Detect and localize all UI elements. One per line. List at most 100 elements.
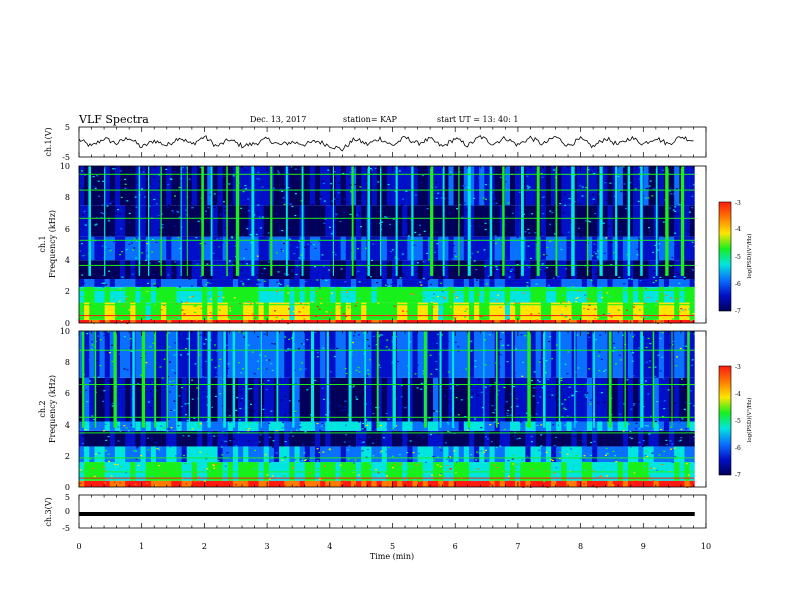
spectrogram-speckle [253, 353, 256, 356]
spectrogram-speckle [619, 272, 622, 274]
spectrogram-cell [448, 166, 454, 206]
spectrogram-speckle [649, 358, 652, 360]
spectrogram-cell [551, 480, 557, 487]
spectrogram-cell [417, 377, 424, 422]
spectrogram-speckle [353, 445, 356, 447]
spectrogram-cell [335, 446, 341, 463]
spectrogram-cell [448, 236, 454, 261]
spectrogram-cell [253, 446, 259, 463]
spectrogram-speckle [308, 387, 311, 389]
spectrogram-speckle [449, 468, 452, 470]
spectrogram-cell [443, 205, 449, 237]
spectrogram-cell [422, 480, 429, 487]
spectrogram-speckle [228, 307, 231, 309]
spectrogram-speckle [440, 197, 443, 199]
spectrogram-cell [125, 480, 131, 487]
spectrogram-speckle [158, 449, 160, 451]
spectrogram-speckle [404, 478, 406, 480]
spectrogram-speckle [662, 306, 664, 308]
spectrogram-speckle [309, 348, 312, 350]
spectrogram-speckle [449, 306, 452, 308]
spectrogram-speckle [177, 211, 180, 213]
spectrogram-speckle [687, 440, 690, 442]
spectrogram-cell [84, 480, 90, 487]
spectrogram-speckle [513, 300, 516, 302]
spectrogram-cell [238, 421, 244, 431]
spectrogram-speckle [293, 369, 296, 371]
spectrogram-cell [556, 430, 562, 447]
spectrogram-speckle [111, 231, 114, 233]
spectrogram-speckle [112, 402, 115, 404]
spectrogram-cell [309, 480, 316, 487]
spectrogram-cell [530, 302, 536, 320]
spectrogram-speckle [507, 271, 510, 273]
spectrogram-speckle [229, 421, 232, 423]
spectrogram-cell [376, 331, 383, 378]
spectrogram-speckle [169, 393, 172, 395]
spectrogram-speckle [368, 436, 371, 438]
spectrogram-speckle [632, 428, 634, 430]
spectrogram-speckle [390, 251, 393, 253]
spectrogram-cell [104, 377, 111, 422]
spectrogram-speckle [235, 445, 238, 447]
spectrogram-speckle [302, 306, 305, 309]
spectrogram-cell [197, 446, 203, 463]
spectrogram-speckle [409, 229, 412, 231]
spectrogram-speckle [324, 218, 327, 220]
spectrogram-cell [79, 302, 85, 320]
spectrogram-cell [397, 286, 403, 303]
spectrogram-speckle [93, 475, 96, 478]
spectrogram-cell [155, 279, 162, 287]
spectrogram-speckle [580, 320, 583, 322]
spectrogram-cell [433, 302, 439, 320]
spectrogram-cell [217, 377, 223, 422]
spectrogram-speckle [422, 351, 425, 353]
spectrogram-speckle [268, 478, 271, 480]
spectrogram-speckle [494, 235, 497, 237]
spectrogram-speckle [422, 175, 425, 177]
spectrogram-cell [515, 302, 521, 320]
spectrogram-speckle [585, 458, 588, 460]
spectrogram-speckle [358, 281, 361, 283]
spectrogram-speckle [575, 297, 578, 299]
spectrogram-cell [684, 166, 690, 206]
spectrogram-speckle [281, 230, 284, 232]
spectrogram-speckle [500, 284, 502, 286]
spectrogram-speckle [316, 306, 319, 308]
spectrogram-speckle [304, 246, 306, 248]
spectrogram-cell [376, 260, 383, 280]
spectrogram-speckle [647, 172, 650, 175]
spectrogram-cell [530, 166, 536, 206]
spectrogram-burst [411, 166, 414, 276]
spectrogram-speckle [640, 316, 643, 318]
spectrogram-cell [232, 236, 239, 261]
spectrogram-cell [515, 236, 521, 261]
spectrogram-cell [320, 236, 326, 261]
spectrogram-speckle [410, 421, 413, 423]
spectrogram-cell [499, 377, 506, 422]
spectrogram-speckle [435, 368, 438, 370]
spectrogram-speckle [213, 380, 216, 383]
spectrogram-speckle [156, 428, 159, 430]
spectrogram-cell [350, 260, 357, 280]
spectrogram-cell [586, 377, 593, 422]
spectrogram-cell [417, 421, 424, 431]
spectrogram-speckle [432, 455, 435, 458]
spectrogram-speckle [132, 474, 135, 476]
spectrogram-cell [391, 446, 398, 463]
spectrogram-speckle [133, 268, 136, 270]
spectrogram-speckle [345, 316, 347, 318]
spectrogram-speckle [93, 418, 96, 421]
spectrogram-speckle [649, 343, 652, 345]
spectrogram-speckle [540, 172, 543, 174]
spectrogram-speckle [167, 418, 170, 420]
spectrogram-cell [643, 236, 649, 261]
spectrogram-speckle [535, 171, 538, 173]
spectrogram-cell [602, 302, 608, 320]
spectrogram-cell [674, 302, 680, 320]
spectrogram-cell [273, 205, 280, 237]
spectrogram-speckle [437, 484, 440, 486]
spectrogram-speckle [396, 360, 399, 363]
spectrogram-cell [109, 421, 116, 431]
spectrogram-speckle [354, 183, 357, 186]
